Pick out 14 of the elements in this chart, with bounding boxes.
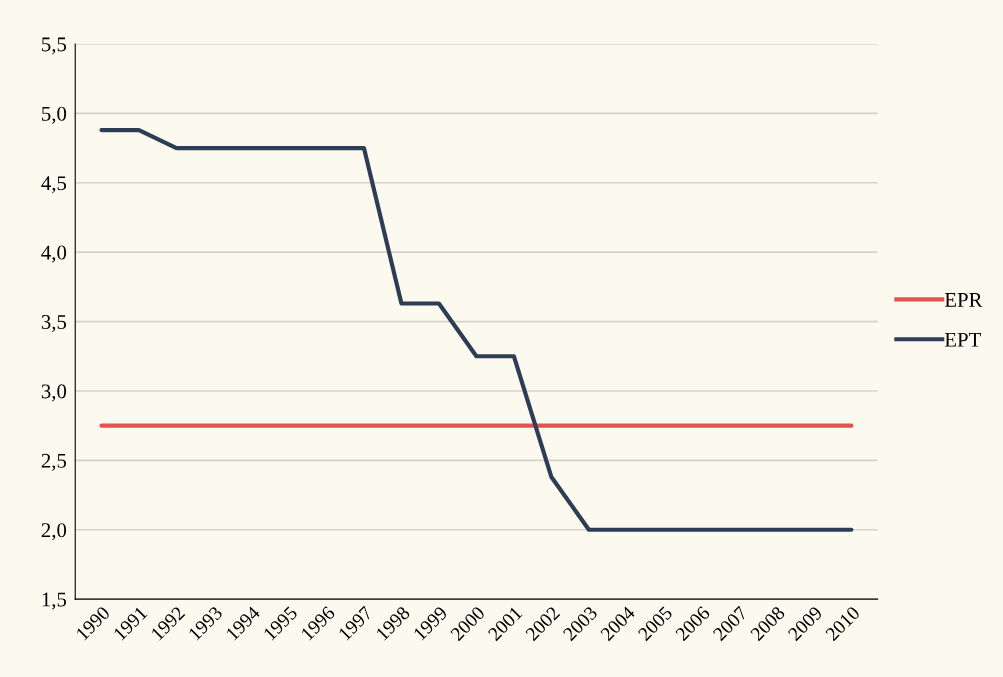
y-tick-label: 4,0 — [41, 245, 67, 263]
line-series — [99, 127, 854, 532]
x-tick-label: 1991 — [113, 605, 148, 641]
y-tick-label: 2,0 — [41, 523, 67, 541]
x-tick-label: 2001 — [487, 605, 523, 642]
y-tick-label: 1,5 — [42, 592, 67, 610]
y-tick-label: 3,5 — [41, 315, 67, 333]
y-tick-label: 5,5 — [42, 37, 67, 55]
y-tick-label: 2,5 — [41, 453, 67, 471]
legend-label: EPR — [944, 293, 983, 307]
y-tick-label: 3,0 — [41, 384, 67, 402]
y-tick-label: 5,0 — [42, 106, 67, 124]
y-tick-label: 4,5 — [41, 176, 67, 194]
legend-label: EPT — [944, 332, 981, 347]
